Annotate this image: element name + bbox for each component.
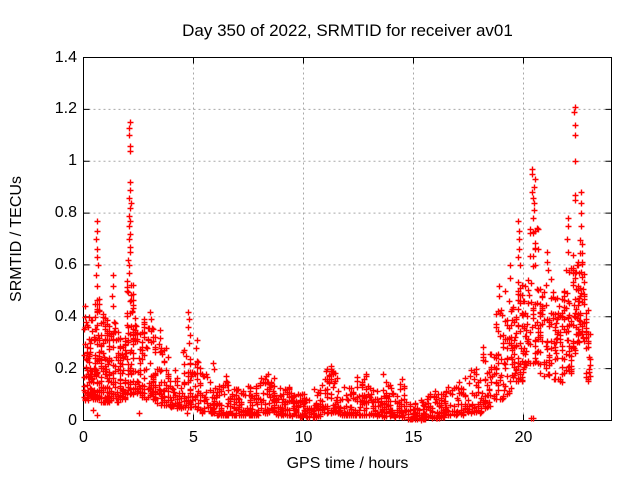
y-tick-label: 0.8 [54, 204, 77, 222]
x-tick-label: 5 [189, 429, 198, 446]
y-tick-label: 1.2 [54, 100, 77, 118]
plot-frame [83, 57, 612, 421]
y-tick-label: 1 [68, 152, 77, 170]
axis-ticks [83, 57, 612, 421]
x-tick-label: 10 [294, 429, 313, 446]
y-tick-label: 0.6 [54, 255, 77, 273]
scatter-points [81, 104, 594, 424]
y-tick-label: 0.4 [54, 307, 77, 325]
y-tick-label: 1.4 [54, 48, 77, 66]
x-axis-label: GPS time / hours [286, 455, 409, 472]
y-tick-label: 0.2 [54, 359, 77, 377]
chart-title: Day 350 of 2022, SRMTID for receiver av0… [182, 21, 513, 40]
y-tick-label: 0 [68, 411, 77, 429]
x-tick-label: 15 [404, 429, 423, 446]
x-tick-label: 0 [79, 429, 88, 446]
y-axis-label: SRMTID / TECUs [8, 176, 25, 302]
grid-lines [83, 57, 612, 421]
x-tick-label: 20 [514, 429, 533, 446]
